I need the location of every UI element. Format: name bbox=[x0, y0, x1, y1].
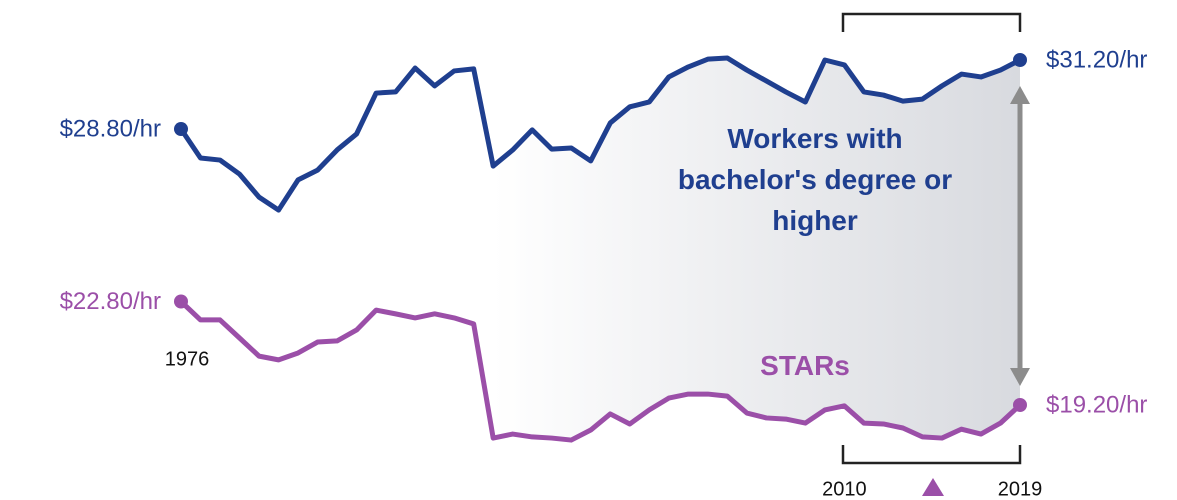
end-dot bbox=[174, 294, 188, 309]
marker-triangle bbox=[922, 478, 944, 496]
series-label: Workers with bachelor's degree or higher bbox=[677, 123, 953, 236]
gap-arrow-head bbox=[1010, 86, 1030, 104]
x-tick-label: 2010 bbox=[822, 478, 867, 500]
series-label: STARs bbox=[760, 350, 850, 381]
x-tick-label: 1976 bbox=[165, 348, 210, 370]
shade bbox=[493, 57, 1020, 441]
end-dot bbox=[174, 122, 188, 136]
bracket-bottom bbox=[841, 445, 1022, 465]
value-label: $19.20/hr bbox=[1046, 391, 1147, 418]
end-dot bbox=[1013, 53, 1027, 67]
value-label: $28.80/hr bbox=[60, 115, 161, 142]
bracket-top bbox=[841, 12, 1022, 32]
end-dot bbox=[1013, 398, 1027, 412]
value-label: $31.20/hr bbox=[1046, 46, 1147, 73]
series-line bbox=[179, 299, 1022, 443]
x-tick-label: 2019 bbox=[998, 478, 1043, 500]
value-label: $22.80/hr bbox=[60, 288, 161, 315]
series-line bbox=[178, 55, 1022, 213]
gap-arrow-head bbox=[1010, 368, 1030, 386]
